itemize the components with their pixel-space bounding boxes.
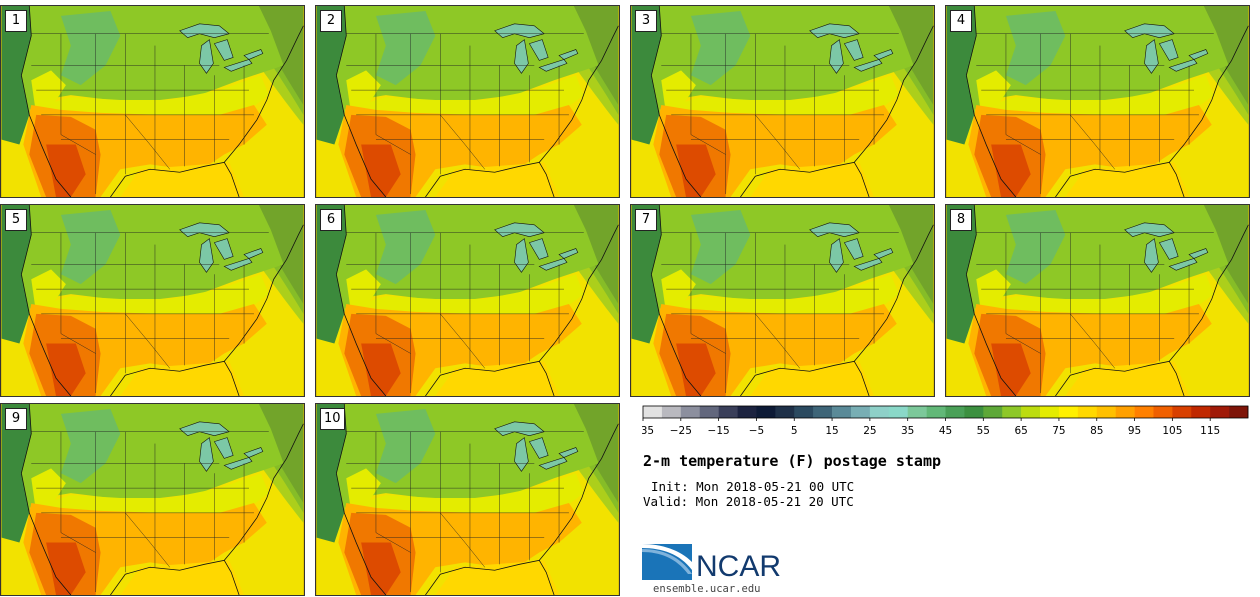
colorbar-swatch	[945, 406, 965, 418]
logo-wordmark: NCAR	[696, 550, 781, 583]
colorbar-swatch	[907, 406, 927, 418]
colorbar-swatch	[680, 406, 701, 418]
temperature-map	[1, 404, 304, 595]
ensemble-member-panel-10: 10	[315, 403, 620, 596]
colorbar-tick-label: 105	[1162, 425, 1182, 437]
colorbar-tick-label: 85	[1090, 425, 1103, 437]
colorbar-swatch	[850, 406, 871, 418]
colorbar-swatch	[775, 406, 795, 418]
website-url: ensemble.ucar.edu	[653, 583, 761, 595]
colorbar-swatch	[1115, 406, 1135, 418]
temperature-map	[316, 404, 619, 595]
member-label: 5	[5, 209, 27, 231]
colorbar-swatch	[1191, 406, 1211, 418]
member-label: 1	[5, 10, 27, 32]
colorbar-swatch	[926, 406, 946, 418]
colorbar-tick-label: −25	[670, 425, 692, 437]
colorbar-tick-label: −5	[749, 425, 764, 437]
colorbar-swatch	[756, 406, 776, 418]
colorbar-swatch	[1096, 406, 1116, 418]
colorbar-swatch	[869, 406, 890, 418]
colorbar-swatch	[1134, 406, 1154, 418]
colorbar-tick-label: 115	[1200, 425, 1220, 437]
colorbar-tick-label: 95	[1128, 425, 1141, 437]
colorbar-swatch	[964, 406, 984, 418]
member-label: 7	[635, 209, 657, 231]
colorbar-swatch	[718, 406, 738, 418]
colorbar-tick-label: 65	[1014, 425, 1027, 437]
temperature-map	[1, 6, 304, 197]
colorbar-swatch	[832, 406, 852, 418]
member-label: 8	[950, 209, 972, 231]
ensemble-member-panel-6: 6	[315, 204, 620, 397]
valid-time: Valid: Mon 2018-05-21 20 UTC	[643, 494, 854, 509]
colorbar-tick-label: −35	[642, 425, 654, 437]
colorbar-tick-label: −15	[708, 425, 730, 437]
colorbar-swatch	[1153, 406, 1173, 418]
colorbar-swatch	[1172, 406, 1192, 418]
colorbar-tick-label: 55	[977, 425, 990, 437]
init-time: Init: Mon 2018-05-21 00 UTC	[651, 479, 855, 494]
temperature-map	[316, 6, 619, 197]
colorbar-swatch	[699, 406, 719, 418]
colorbar-tick-label: 25	[863, 425, 876, 437]
member-label: 4	[950, 10, 972, 32]
temperature-map	[1, 205, 304, 396]
colorbar-swatch	[643, 406, 663, 418]
colorbar-swatch	[1077, 406, 1098, 418]
ncar-logo: NCAR	[642, 544, 781, 583]
member-label: 9	[5, 408, 27, 430]
colorbar-swatch	[1229, 406, 1249, 418]
colorbar-tick-label: 75	[1052, 425, 1065, 437]
colorbar-tick-label: 35	[901, 425, 914, 437]
colorbar-swatch	[888, 406, 908, 418]
temperature-colorbar: −35 −25 −15 −5 5 15 25 35 45 55 65 75 85 95 105 115	[642, 405, 1249, 437]
temperature-map	[946, 6, 1249, 197]
plot-title: 2-m temperature (F) postage stamp	[643, 452, 942, 470]
member-label: 10	[320, 408, 345, 430]
ensemble-member-panel-4: 4	[945, 5, 1250, 198]
colorbar-swatch	[1058, 406, 1079, 418]
ensemble-member-panel-8: 8	[945, 204, 1250, 397]
colorbar-swatch	[1040, 406, 1060, 418]
member-label: 2	[320, 10, 342, 32]
temperature-map	[316, 205, 619, 396]
colorbar-swatch	[794, 406, 814, 418]
colorbar-swatch	[813, 406, 833, 418]
colorbar-swatch	[1210, 406, 1230, 418]
colorbar-swatch	[983, 406, 1003, 418]
ensemble-member-panel-9: 9	[0, 403, 305, 596]
ensemble-member-panel-2: 2	[315, 5, 620, 198]
ensemble-member-panel-7: 7	[630, 204, 935, 397]
colorbar-tick-label: 5	[791, 425, 798, 437]
ensemble-member-panel-3: 3	[630, 5, 935, 198]
colorbar-swatch	[1021, 406, 1041, 418]
member-label: 3	[635, 10, 657, 32]
member-label: 6	[320, 209, 342, 231]
ensemble-member-panel-1: 1	[0, 5, 305, 198]
ensemble-member-panel-5: 5	[0, 204, 305, 397]
temperature-map	[631, 6, 934, 197]
colorbar-swatch	[1002, 406, 1022, 418]
colorbar-swatch	[737, 406, 757, 418]
colorbar-tick-label: 15	[825, 425, 838, 437]
temperature-map	[631, 205, 934, 396]
temperature-map	[946, 205, 1249, 396]
colorbar-tick-label: 45	[939, 425, 952, 437]
colorbar-swatch	[661, 406, 682, 418]
